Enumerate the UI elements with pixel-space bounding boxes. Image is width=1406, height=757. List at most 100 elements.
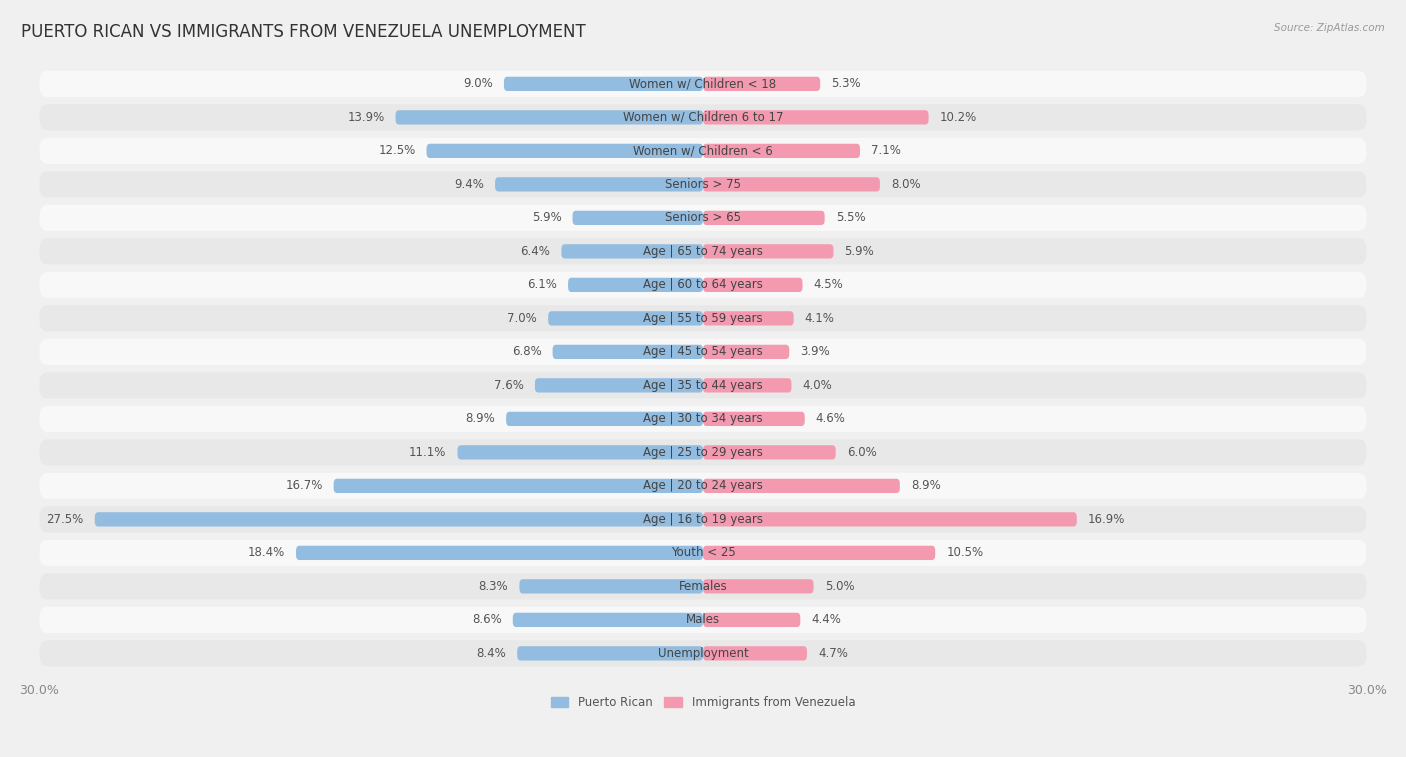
Text: Source: ZipAtlas.com: Source: ZipAtlas.com (1274, 23, 1385, 33)
Text: Age | 30 to 34 years: Age | 30 to 34 years (643, 413, 763, 425)
FancyBboxPatch shape (703, 512, 1077, 527)
FancyBboxPatch shape (39, 71, 1367, 97)
Text: 6.8%: 6.8% (512, 345, 541, 358)
FancyBboxPatch shape (39, 439, 1367, 466)
FancyBboxPatch shape (553, 344, 703, 359)
FancyBboxPatch shape (39, 171, 1367, 198)
Text: 5.0%: 5.0% (825, 580, 855, 593)
FancyBboxPatch shape (703, 378, 792, 393)
Text: 9.4%: 9.4% (454, 178, 484, 191)
Text: 10.2%: 10.2% (939, 111, 977, 124)
FancyBboxPatch shape (426, 144, 703, 158)
FancyBboxPatch shape (703, 177, 880, 192)
Text: 13.9%: 13.9% (347, 111, 384, 124)
FancyBboxPatch shape (395, 111, 703, 124)
FancyBboxPatch shape (457, 445, 703, 459)
Text: 8.6%: 8.6% (472, 613, 502, 626)
Text: 6.0%: 6.0% (846, 446, 876, 459)
Text: 3.9%: 3.9% (800, 345, 830, 358)
Text: 16.7%: 16.7% (285, 479, 322, 492)
Text: Age | 20 to 24 years: Age | 20 to 24 years (643, 479, 763, 492)
Text: 5.3%: 5.3% (831, 77, 860, 90)
Text: PUERTO RICAN VS IMMIGRANTS FROM VENEZUELA UNEMPLOYMENT: PUERTO RICAN VS IMMIGRANTS FROM VENEZUEL… (21, 23, 586, 41)
Text: 7.6%: 7.6% (494, 378, 524, 392)
FancyBboxPatch shape (561, 245, 703, 258)
FancyBboxPatch shape (39, 104, 1367, 130)
FancyBboxPatch shape (39, 238, 1367, 264)
FancyBboxPatch shape (495, 177, 703, 192)
Text: Age | 45 to 54 years: Age | 45 to 54 years (643, 345, 763, 358)
Text: Unemployment: Unemployment (658, 647, 748, 660)
FancyBboxPatch shape (39, 540, 1367, 566)
Text: Youth < 25: Youth < 25 (671, 547, 735, 559)
Text: 9.0%: 9.0% (463, 77, 494, 90)
FancyBboxPatch shape (503, 76, 703, 91)
FancyBboxPatch shape (703, 445, 835, 459)
FancyBboxPatch shape (703, 144, 860, 158)
FancyBboxPatch shape (703, 412, 804, 426)
Text: 11.1%: 11.1% (409, 446, 447, 459)
Text: Males: Males (686, 613, 720, 626)
Text: 5.5%: 5.5% (835, 211, 865, 224)
Text: Age | 25 to 29 years: Age | 25 to 29 years (643, 446, 763, 459)
Text: Females: Females (679, 580, 727, 593)
Legend: Puerto Rican, Immigrants from Venezuela: Puerto Rican, Immigrants from Venezuela (546, 692, 860, 714)
Text: Age | 60 to 64 years: Age | 60 to 64 years (643, 279, 763, 291)
Text: Age | 16 to 19 years: Age | 16 to 19 years (643, 513, 763, 526)
FancyBboxPatch shape (703, 612, 800, 627)
Text: 18.4%: 18.4% (247, 547, 285, 559)
Text: 4.0%: 4.0% (803, 378, 832, 392)
FancyBboxPatch shape (703, 579, 814, 593)
FancyBboxPatch shape (703, 546, 935, 560)
FancyBboxPatch shape (506, 412, 703, 426)
FancyBboxPatch shape (703, 344, 789, 359)
Text: 8.9%: 8.9% (911, 479, 941, 492)
FancyBboxPatch shape (297, 546, 703, 560)
FancyBboxPatch shape (548, 311, 703, 326)
Text: 12.5%: 12.5% (378, 145, 416, 157)
Text: 4.5%: 4.5% (814, 279, 844, 291)
FancyBboxPatch shape (39, 339, 1367, 365)
FancyBboxPatch shape (39, 573, 1367, 600)
Text: 6.1%: 6.1% (527, 279, 557, 291)
Text: Women w/ Children 6 to 17: Women w/ Children 6 to 17 (623, 111, 783, 124)
FancyBboxPatch shape (39, 305, 1367, 332)
FancyBboxPatch shape (703, 278, 803, 292)
Text: 6.4%: 6.4% (520, 245, 550, 258)
Text: 4.7%: 4.7% (818, 647, 848, 660)
Text: 10.5%: 10.5% (946, 547, 983, 559)
FancyBboxPatch shape (39, 406, 1367, 432)
Text: Seniors > 65: Seniors > 65 (665, 211, 741, 224)
FancyBboxPatch shape (39, 506, 1367, 532)
Text: 7.0%: 7.0% (508, 312, 537, 325)
FancyBboxPatch shape (703, 76, 820, 91)
FancyBboxPatch shape (703, 210, 825, 225)
Text: Age | 55 to 59 years: Age | 55 to 59 years (643, 312, 763, 325)
FancyBboxPatch shape (703, 111, 928, 124)
FancyBboxPatch shape (534, 378, 703, 393)
Text: 27.5%: 27.5% (46, 513, 84, 526)
FancyBboxPatch shape (703, 311, 793, 326)
Text: 5.9%: 5.9% (531, 211, 561, 224)
FancyBboxPatch shape (703, 478, 900, 493)
FancyBboxPatch shape (39, 205, 1367, 231)
Text: 8.4%: 8.4% (477, 647, 506, 660)
FancyBboxPatch shape (39, 138, 1367, 164)
Text: Women w/ Children < 6: Women w/ Children < 6 (633, 145, 773, 157)
FancyBboxPatch shape (39, 272, 1367, 298)
FancyBboxPatch shape (572, 210, 703, 225)
Text: Age | 65 to 74 years: Age | 65 to 74 years (643, 245, 763, 258)
FancyBboxPatch shape (703, 245, 834, 258)
FancyBboxPatch shape (568, 278, 703, 292)
FancyBboxPatch shape (39, 473, 1367, 499)
Text: Women w/ Children < 18: Women w/ Children < 18 (630, 77, 776, 90)
Text: 4.4%: 4.4% (811, 613, 841, 626)
Text: 4.1%: 4.1% (804, 312, 835, 325)
FancyBboxPatch shape (94, 512, 703, 527)
FancyBboxPatch shape (39, 640, 1367, 666)
Text: 5.9%: 5.9% (845, 245, 875, 258)
FancyBboxPatch shape (517, 646, 703, 661)
Text: 8.9%: 8.9% (465, 413, 495, 425)
FancyBboxPatch shape (513, 612, 703, 627)
Text: Age | 35 to 44 years: Age | 35 to 44 years (643, 378, 763, 392)
